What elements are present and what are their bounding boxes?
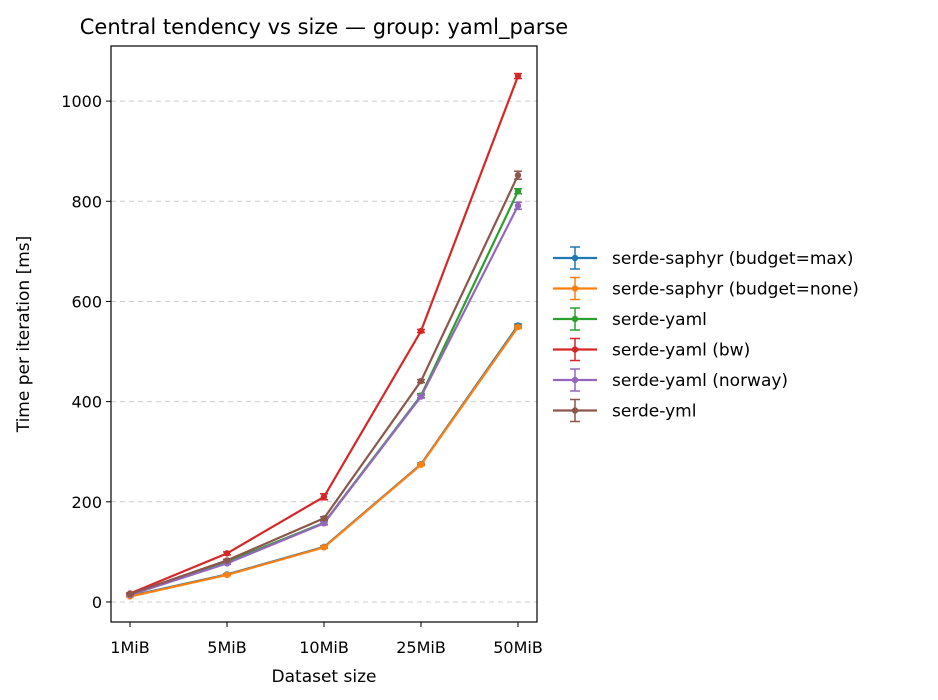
- data-point: [417, 461, 425, 468]
- y-tick-label: 800: [71, 192, 102, 211]
- series-serde-yaml: [126, 187, 522, 598]
- data-point: [320, 520, 328, 527]
- legend-label: serde-yml: [612, 402, 696, 422]
- series-layer: [126, 72, 522, 600]
- series-serde-yaml-norway-: [126, 201, 522, 599]
- x-tick-label: 5MiB: [207, 638, 246, 657]
- data-point: [223, 550, 231, 557]
- legend-entry: serde-yaml (norway): [553, 368, 788, 392]
- legend-marker: [571, 407, 579, 414]
- x-tick-label: 50MiB: [493, 638, 543, 657]
- data-point: [223, 557, 231, 564]
- series-line: [129, 205, 519, 597]
- legend-label: serde-yaml (norway): [612, 371, 788, 391]
- legend: serde-saphyr (budget=max) serde-saphyr (b…: [553, 246, 859, 423]
- legend-entry: serde-saphyr (budget=max): [553, 246, 854, 270]
- data-point: [320, 544, 328, 551]
- grid-layer: [111, 100, 537, 603]
- data-point: [320, 493, 328, 500]
- data-point: [514, 172, 522, 179]
- series-line: [129, 324, 519, 598]
- legend-entry: serde-yml: [553, 398, 696, 423]
- plot-frame: [110, 45, 538, 623]
- data-point: [514, 72, 522, 80]
- legend-marker: [571, 346, 579, 353]
- data-point: [223, 571, 231, 579]
- x-axis: 1MiB 5MiB 10MiB 25MiB 50MiB: [110, 622, 543, 657]
- y-tick-label: 200: [71, 493, 102, 512]
- chart-title: Central tendency vs size — group: yaml_p…: [80, 15, 568, 40]
- y-tick-label: 0: [92, 593, 102, 612]
- series-serde-saphyr-budget-none-: [126, 323, 522, 600]
- y-axis: 0 200 400 600 800 1000: [61, 92, 111, 612]
- y-tick-label: 600: [71, 292, 102, 311]
- data-point: [320, 515, 328, 522]
- data-point: [417, 327, 425, 335]
- x-tick-label: 1MiB: [110, 638, 149, 657]
- legend-marker: [571, 254, 579, 262]
- x-axis-label: Dataset size: [272, 667, 377, 687]
- series-serde-saphyr-budget-max-: [126, 322, 522, 600]
- legend-marker: [571, 315, 579, 323]
- x-tick-label: 10MiB: [299, 638, 349, 657]
- legend-label: serde-yaml: [612, 310, 707, 330]
- series-line: [129, 326, 519, 598]
- y-axis-label: Time per iteration [ms]: [14, 236, 34, 434]
- y-tick-label: 400: [71, 393, 102, 412]
- legend-entry: serde-saphyr (budget=none): [553, 276, 859, 301]
- legend-label: serde-saphyr (budget=none): [612, 280, 859, 300]
- data-point: [417, 393, 425, 400]
- series-line: [129, 190, 519, 596]
- legend-entry: serde-yaml (bw): [553, 337, 750, 362]
- legend-marker: [571, 376, 579, 384]
- data-point: [514, 202, 522, 209]
- legend-marker: [571, 285, 579, 292]
- data-point: [417, 377, 425, 385]
- series-line: [129, 174, 519, 596]
- series-serde-yml: [126, 170, 522, 598]
- legend-entry: serde-yaml: [553, 307, 707, 331]
- data-point: [126, 590, 134, 598]
- data-point: [514, 323, 522, 331]
- legend-label: serde-saphyr (budget=max): [612, 249, 854, 269]
- y-tick-label: 1000: [61, 92, 102, 111]
- x-tick-label: 25MiB: [396, 638, 446, 657]
- legend-label: serde-yaml (bw): [612, 341, 750, 361]
- data-point: [514, 188, 522, 195]
